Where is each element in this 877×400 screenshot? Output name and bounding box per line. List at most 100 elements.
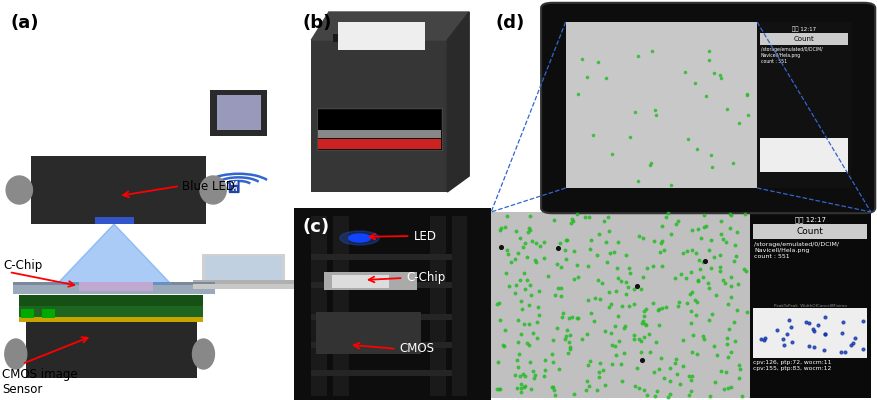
Point (696, 258, 710, 265)
Point (587, 132, 601, 138)
Point (567, 217, 581, 224)
Point (541, 273, 555, 280)
Bar (318, 139, 441, 149)
Point (836, 329, 850, 336)
Point (707, 342, 721, 349)
Point (621, 284, 635, 290)
Point (554, 293, 568, 299)
Point (521, 229, 535, 236)
Point (517, 321, 531, 328)
Bar (19, 317, 203, 322)
Point (570, 315, 584, 322)
Point (619, 252, 633, 258)
Point (688, 311, 702, 318)
Bar (202, 254, 285, 282)
Point (683, 290, 697, 297)
Point (529, 259, 543, 265)
Text: C-Chip: C-Chip (406, 271, 446, 284)
Point (567, 248, 581, 254)
Bar (206, 162, 272, 192)
Point (701, 280, 715, 286)
Point (500, 246, 514, 253)
Point (545, 351, 559, 357)
Point (515, 389, 529, 396)
Bar (79, 282, 153, 291)
Point (513, 373, 527, 379)
Point (610, 238, 624, 245)
Point (599, 74, 613, 81)
Point (563, 346, 577, 352)
Point (514, 331, 528, 338)
Point (550, 261, 564, 268)
Point (704, 237, 718, 244)
Point (707, 254, 721, 260)
Point (806, 326, 820, 332)
Point (559, 256, 573, 262)
Point (614, 278, 628, 284)
Point (631, 336, 645, 342)
Point (807, 343, 821, 350)
Point (631, 385, 645, 391)
Point (566, 216, 580, 222)
Point (724, 225, 738, 232)
Point (770, 327, 784, 334)
Point (538, 356, 552, 363)
Bar (210, 90, 267, 136)
Point (567, 391, 581, 397)
Point (579, 387, 593, 394)
Point (802, 320, 816, 326)
Point (492, 300, 506, 306)
Point (559, 333, 573, 339)
Point (702, 48, 717, 54)
Point (554, 285, 568, 292)
Ellipse shape (340, 231, 380, 245)
Point (726, 257, 740, 264)
Point (660, 214, 674, 220)
Point (631, 52, 645, 59)
Point (723, 211, 737, 217)
Point (704, 152, 718, 158)
Point (730, 306, 744, 313)
Point (631, 178, 645, 184)
Bar (333, 34, 358, 42)
Point (531, 304, 545, 310)
Point (530, 318, 544, 325)
Bar (0, 0, 294, 400)
Bar (13, 282, 215, 294)
Bar (491, 0, 877, 400)
Ellipse shape (5, 339, 26, 369)
Point (645, 48, 660, 54)
Point (638, 334, 652, 340)
Point (610, 265, 624, 271)
Point (714, 75, 728, 82)
Point (528, 257, 542, 263)
Point (510, 356, 524, 363)
Point (590, 387, 604, 393)
Point (668, 360, 682, 366)
Point (660, 393, 674, 400)
Point (611, 313, 625, 320)
Point (652, 322, 667, 328)
Point (702, 246, 717, 253)
Point (596, 366, 610, 373)
Point (817, 330, 831, 337)
Point (663, 365, 677, 372)
Text: (c): (c) (303, 218, 330, 236)
Point (836, 319, 850, 325)
Point (611, 275, 625, 281)
Point (740, 92, 754, 99)
Point (679, 274, 693, 281)
Point (622, 302, 636, 309)
Point (615, 378, 629, 384)
Point (592, 374, 606, 380)
Point (636, 318, 650, 324)
Point (581, 263, 595, 269)
Text: Count: Count (794, 36, 814, 42)
Point (502, 282, 516, 289)
Point (584, 237, 598, 243)
Bar (753, 224, 867, 239)
Point (604, 330, 618, 336)
Ellipse shape (6, 176, 32, 204)
Point (580, 331, 594, 337)
Point (618, 279, 632, 285)
